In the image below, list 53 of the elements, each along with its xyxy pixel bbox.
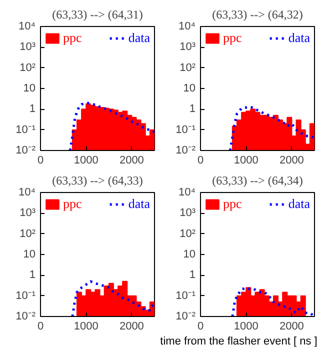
chart-title: (63,33) --> (64,32) — [212, 8, 303, 22]
x-tick-label: 0 — [197, 320, 204, 332]
y-tick-label: 1 — [189, 103, 196, 116]
chart-title: (63,33) --> (64,34) — [212, 174, 303, 188]
y-tick-label: 10⁴ — [18, 20, 36, 32]
x-tick-label: 2000 — [279, 320, 304, 332]
chart-title: (63,33) --> (64,31) — [52, 8, 143, 22]
y-tick-label: 1 — [29, 269, 36, 282]
y-tick-label: 10⁻¹ — [176, 290, 196, 302]
legend-label: ppc — [223, 196, 243, 212]
y-tick-label: 10⁻² — [176, 144, 196, 156]
y-tick-label: 10³ — [180, 207, 196, 220]
y-tick-label: 10³ — [180, 41, 196, 54]
x-axis-title: time from the flasher event [ ns ] — [160, 336, 318, 348]
y-tick-label: 10 — [183, 82, 196, 94]
y-tick-label: 10⁴ — [178, 186, 196, 198]
y-tick-label: 10² — [20, 228, 36, 240]
y-tick-label: 10² — [180, 62, 196, 74]
y-tick-label: 10² — [20, 62, 36, 74]
legend-label: data — [288, 196, 310, 212]
y-tick-label: 10⁴ — [18, 186, 36, 198]
x-tick-label: 2000 — [119, 320, 144, 332]
y-tick-label: 10⁻¹ — [16, 124, 36, 136]
y-tick-label: 10 — [23, 82, 36, 94]
legend-label: ppc — [223, 30, 243, 46]
y-tick-label: 10 — [23, 248, 36, 260]
y-tick-label: 10⁻² — [16, 310, 36, 322]
legend-label: data — [288, 30, 310, 46]
y-tick-label: 10³ — [20, 207, 36, 220]
x-tick-label: 0 — [37, 320, 44, 332]
y-tick-label: 10² — [180, 228, 196, 240]
y-tick-label: 10⁻² — [176, 310, 196, 322]
y-tick-label: 1 — [29, 103, 36, 116]
x-tick-label: 1000 — [234, 320, 258, 332]
y-tick-label: 10⁻¹ — [176, 124, 196, 136]
y-tick-label: 1 — [189, 269, 196, 282]
x-tick-label: 2000 — [119, 154, 144, 166]
x-tick-label: 0 — [37, 154, 44, 166]
y-tick-label: 10³ — [20, 41, 36, 54]
x-tick-label: 1000 — [234, 154, 258, 166]
y-tick-label: 10 — [183, 248, 196, 260]
x-tick-label: 0 — [197, 154, 204, 166]
legend-label: ppc — [63, 30, 83, 46]
legend-label: data — [128, 196, 150, 212]
x-tick-label: 1000 — [74, 320, 98, 332]
y-tick-label: 10⁻¹ — [16, 290, 36, 302]
y-tick-label: 10⁴ — [178, 20, 196, 32]
chart-title: (63,33) --> (64,33) — [52, 174, 143, 188]
legend-label: data — [128, 30, 150, 46]
legend-label: ppc — [63, 196, 83, 212]
y-tick-label: 10⁻² — [16, 144, 36, 156]
x-tick-label: 1000 — [74, 154, 98, 166]
x-tick-label: 2000 — [279, 154, 304, 166]
